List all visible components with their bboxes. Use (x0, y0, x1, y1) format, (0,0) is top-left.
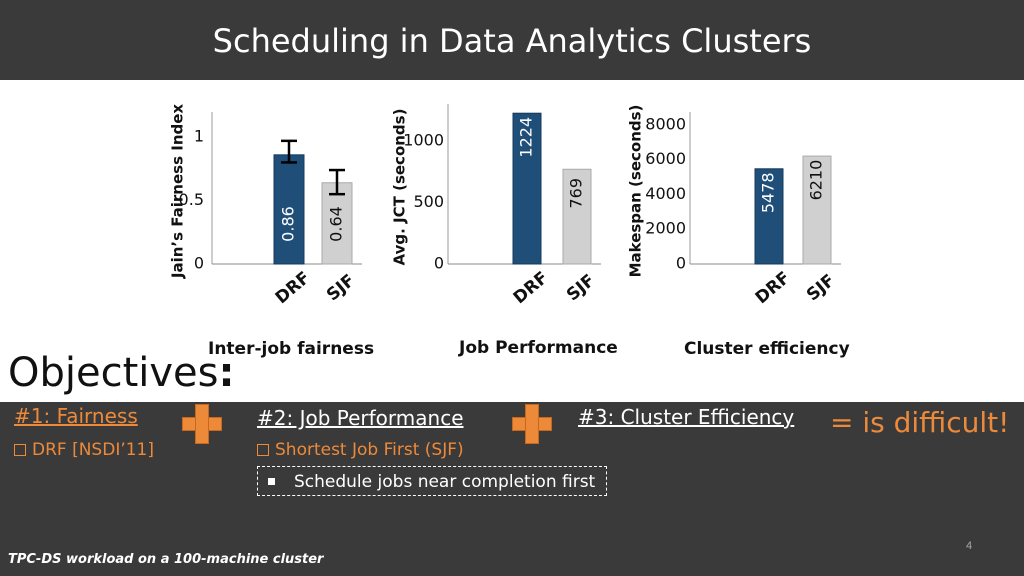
objective-fairness: #1: Fairness (14, 404, 138, 428)
x-category-label: DRF (752, 268, 795, 308)
bar-drf (273, 154, 305, 265)
fairness-chart: Jain’s Fairness Index 0 0.5 1 0.86 DRF 0.64 SJF (169, 104, 362, 308)
objectives-result: = is difficult! (830, 406, 1010, 439)
x-category-label: DRF (272, 268, 315, 308)
job-performance-caption: Job Performance (459, 338, 618, 358)
bar-drf (512, 112, 542, 265)
y-tick-label: 1 (194, 127, 204, 146)
bullet-icon (268, 478, 275, 485)
y-tick-label: 0 (434, 254, 444, 273)
x-category-label: DRF (510, 268, 553, 308)
bar-sjf (802, 155, 832, 265)
page-number: 4 (966, 540, 973, 552)
objectives-panel (0, 402, 1024, 576)
data-label: 5478 (759, 172, 778, 213)
bar-drf (754, 168, 784, 265)
x-category-label: SJF (323, 271, 359, 306)
y-tick-label: 6000 (645, 149, 686, 168)
data-label: 6210 (807, 160, 826, 201)
sjf-note-text: Schedule jobs near completion first (294, 472, 596, 492)
fairness-caption: Inter-job fairness (208, 339, 375, 359)
data-label: 0.64 (327, 206, 346, 242)
objective-fairness-sub: DRF [NSDI’11] (14, 440, 154, 460)
y-tick-label: 2000 (645, 219, 686, 238)
checkbox-icon (14, 444, 26, 456)
data-label: 1224 (517, 117, 536, 158)
charts-area: Jain’s Fairness Index 0 0.5 1 0.86 DRF 0.64 SJF… (0, 80, 1024, 400)
plus-icon (182, 404, 222, 444)
x-category-label: SJF (803, 271, 839, 306)
objective-cluster-efficiency: #3: Cluster Efficiency (578, 405, 795, 429)
sjf-note-box: Schedule jobs near completion first (257, 466, 607, 496)
y-axis-label: Avg. JCT (seconds) (391, 109, 409, 266)
y-tick-label: 0.5 (179, 190, 204, 209)
y-tick-label: 0 (676, 254, 686, 273)
data-label: 0.86 (279, 206, 298, 242)
plus-icon (512, 404, 552, 444)
y-tick-label: 1000 (403, 130, 444, 149)
footnote: TPC-DS workload on a 100-machine cluster (8, 552, 324, 567)
y-tick-label: 500 (413, 192, 444, 211)
objectives-heading: Objectives: (8, 350, 235, 396)
bar-sjf (562, 168, 592, 265)
y-tick-label: 8000 (645, 114, 686, 133)
checkbox-icon (257, 444, 269, 456)
y-tick-label: 4000 (645, 184, 686, 203)
title-bar: Scheduling in Data Analytics Clusters (0, 0, 1024, 80)
cluster-efficiency-chart: Makespan (seconds) 0 2000 4000 6000 8000 5478 D… (627, 105, 841, 308)
objective-job-performance-sub: Shortest Job First (SJF) (257, 440, 464, 460)
objective-job-performance: #2: Job Performance (257, 406, 464, 430)
y-axis-label: Makespan (seconds) (627, 105, 645, 278)
slide-title: Scheduling in Data Analytics Clusters (212, 22, 812, 60)
cluster-efficiency-caption: Cluster efficiency (684, 339, 850, 359)
job-performance-chart: Avg. JCT (seconds) 0 500 1000 1224 DRF 769 SJF (391, 104, 601, 308)
x-category-label: SJF (563, 271, 599, 306)
y-axis-label: Jain’s Fairness Index (169, 104, 187, 280)
y-tick-label: 0 (194, 254, 204, 273)
data-label: 769 (567, 178, 586, 209)
